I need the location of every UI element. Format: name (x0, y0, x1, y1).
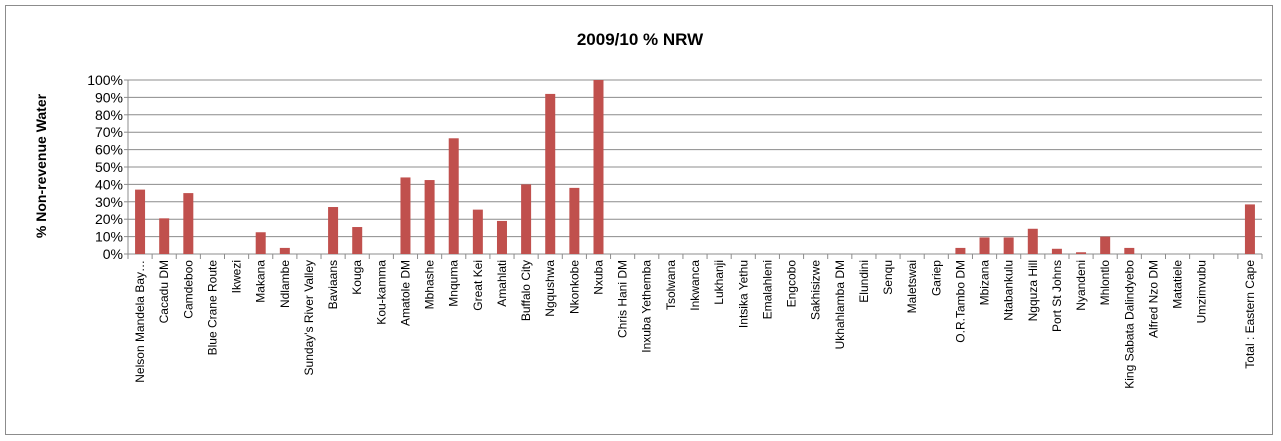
x-tick-label: Ngquza Hill (1026, 260, 1040, 321)
x-tick-label: Inxuba Yethemba (640, 260, 654, 353)
x-tick-label: Amahlati (495, 260, 509, 307)
bar (400, 177, 411, 254)
x-tick-label: King Sabata Dalindyebo (1122, 260, 1136, 389)
x-tick-label: Buffalo City (519, 260, 533, 321)
y-tick-label: 60% (95, 142, 123, 158)
x-tick-label: Elundini (857, 260, 871, 303)
bar (1076, 252, 1087, 254)
x-tick-label: Inkwanca (688, 260, 702, 311)
y-tick-label: 90% (95, 89, 123, 105)
bar (979, 237, 990, 254)
bar (183, 193, 194, 254)
bar (569, 187, 580, 254)
x-tick-label: Kou-kamma (374, 260, 388, 325)
x-tick-label: Intsika Yethu (736, 260, 750, 328)
x-tick-label: Tsolwana (664, 260, 678, 310)
y-tick-label: 50% (95, 159, 123, 175)
bar (255, 232, 266, 254)
x-tick-label: Sakhisizwe (809, 260, 823, 320)
x-tick-label: Maletswai (905, 260, 919, 313)
y-tick-label: 30% (95, 194, 123, 210)
x-tick-label: Gariep (929, 260, 943, 296)
bar (1124, 247, 1135, 254)
bar (472, 209, 483, 254)
bar (135, 189, 146, 254)
y-tick-label: 80% (95, 107, 123, 123)
bar (159, 218, 170, 254)
x-tick-label: Sunday's River Valley (302, 260, 316, 375)
bar (593, 80, 604, 254)
bar (1027, 228, 1038, 254)
y-tick-label: 20% (95, 211, 123, 227)
x-tick-label: Makana (254, 260, 268, 303)
x-tick-label: Blue Crane Route (205, 260, 219, 356)
bar (521, 184, 532, 254)
bar (448, 138, 459, 254)
bar (424, 180, 435, 254)
x-tick-label: Nkonkobe (567, 260, 581, 314)
bar (1051, 248, 1062, 254)
x-tick-label: Amatole DM (398, 260, 412, 326)
x-tick-label: Ntabankulu (1002, 260, 1016, 321)
x-tick-label: Ndlambe (278, 260, 292, 308)
bar (955, 247, 966, 254)
bar (1100, 236, 1111, 254)
x-tick-label: Ngqushwa (543, 260, 557, 317)
x-tick-label: Ukhahlamba DM (833, 260, 847, 349)
x-tick-label: Mhlontlo (1098, 260, 1112, 306)
x-tick-label: Chris Hani DM (616, 260, 630, 338)
bar (1003, 237, 1014, 254)
x-tick-label: Baviaans (326, 260, 340, 309)
x-tick-label: O.R.Tambo DM (953, 260, 967, 343)
x-tick-label: Cacadu DM (157, 260, 171, 323)
x-tick-label: Senqu (881, 260, 895, 295)
x-tick-label: Emalahleni (760, 260, 774, 319)
bar (496, 220, 507, 254)
x-tick-label: Great Kei (471, 260, 485, 311)
chart-area: 2009/10 % NRW (5, 5, 1273, 435)
x-tick-label: Mbhashe (423, 260, 437, 310)
x-tick-label: Alfred Nzo DM (1146, 260, 1160, 338)
y-tick-label: 40% (95, 176, 123, 192)
bar (1244, 204, 1255, 254)
x-tick-label: Mbizana (978, 260, 992, 306)
x-tick-label: Nyandeni (1074, 260, 1088, 311)
bar (328, 207, 339, 254)
bar (279, 247, 290, 254)
bar (545, 93, 556, 254)
y-tick-label: 0% (103, 246, 123, 262)
x-tick-label: Matatiele (1171, 260, 1185, 309)
x-tick-label: Umzimvubu (1195, 260, 1209, 323)
x-tick-label: Lukhanji (712, 260, 726, 305)
x-tick-label: Ikwezi (230, 260, 244, 293)
chart-title: 2009/10 % NRW (576, 30, 704, 49)
x-tick-label: Nxuba (591, 260, 605, 295)
x-tick-label: Total : Eastern Cape (1243, 260, 1257, 369)
x-tick-label: Mnquma (447, 260, 461, 307)
x-tick-label: Nelson Mandela Bay… (133, 260, 147, 383)
x-tick-label: Port St Johns (1050, 260, 1064, 332)
bar (352, 227, 363, 254)
y-tick-label: 70% (95, 124, 123, 140)
x-tick-label: Camdeboo (181, 260, 195, 319)
x-tick-label: Kouga (350, 260, 364, 295)
y-tick-label: 100% (87, 72, 123, 88)
x-tick-label: Engcobo (785, 260, 799, 308)
y-tick-label: 10% (95, 229, 123, 245)
